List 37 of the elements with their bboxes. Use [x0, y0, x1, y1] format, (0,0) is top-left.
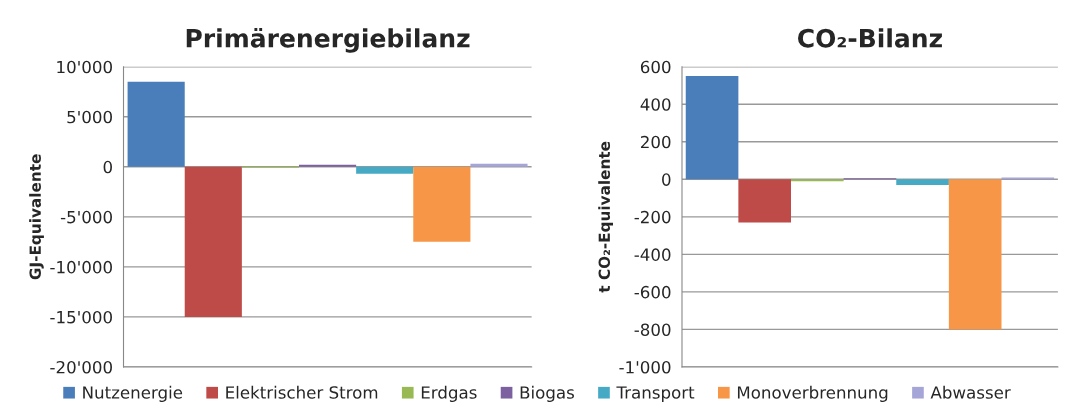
- legend-label: Monoverbrennung: [737, 385, 888, 402]
- bar: [948, 179, 1002, 330]
- bar: [470, 163, 528, 167]
- legend-label: Transport: [616, 386, 695, 402]
- bar: [896, 179, 949, 185]
- bar: [685, 76, 739, 180]
- legend-label: Abwasser: [930, 385, 1011, 399]
- legend-label: Nutzenergie: [83, 385, 183, 402]
- bar: [356, 166, 414, 174]
- y-tick-label: -15'000: [50, 310, 112, 324]
- chart-title: CO₂-Bilanz: [798, 28, 942, 48]
- legend-label: Erdgas: [421, 385, 477, 402]
- y-tick-label: -800: [634, 323, 671, 336]
- legend-label: Elektrischer Strom: [226, 385, 378, 399]
- y-axis-title: GJ-Equivalente: [29, 154, 44, 280]
- y-axis-title: t CO₂-Equivalente: [598, 141, 614, 293]
- bar: [184, 166, 242, 317]
- y-tick-label: 0: [662, 173, 671, 186]
- bar: [127, 81, 185, 167]
- chart-title: Primärenergiebilanz: [186, 27, 470, 53]
- y-tick-label: 600: [640, 60, 671, 74]
- legend-label: Biogas: [520, 385, 574, 402]
- y-tick-label: 200: [640, 135, 671, 149]
- bar: [299, 164, 357, 167]
- y-tick-label: 10'000: [57, 60, 112, 74]
- y-tick-label: -200: [634, 210, 671, 224]
- y-tick-label: -1'000: [619, 360, 671, 374]
- y-tick-label: 0: [103, 160, 112, 174]
- bar: [738, 179, 791, 223]
- bar: [413, 166, 471, 242]
- y-tick-label: -400: [634, 248, 671, 261]
- y-tick-label: -10'000: [50, 260, 112, 274]
- y-tick-label: 5'000: [67, 110, 112, 124]
- y-tick-label: 400: [640, 98, 671, 111]
- y-tick-label: -5'000: [60, 210, 112, 224]
- y-tick-label: -20'000: [50, 360, 112, 374]
- y-tick-label: -600: [634, 285, 671, 299]
